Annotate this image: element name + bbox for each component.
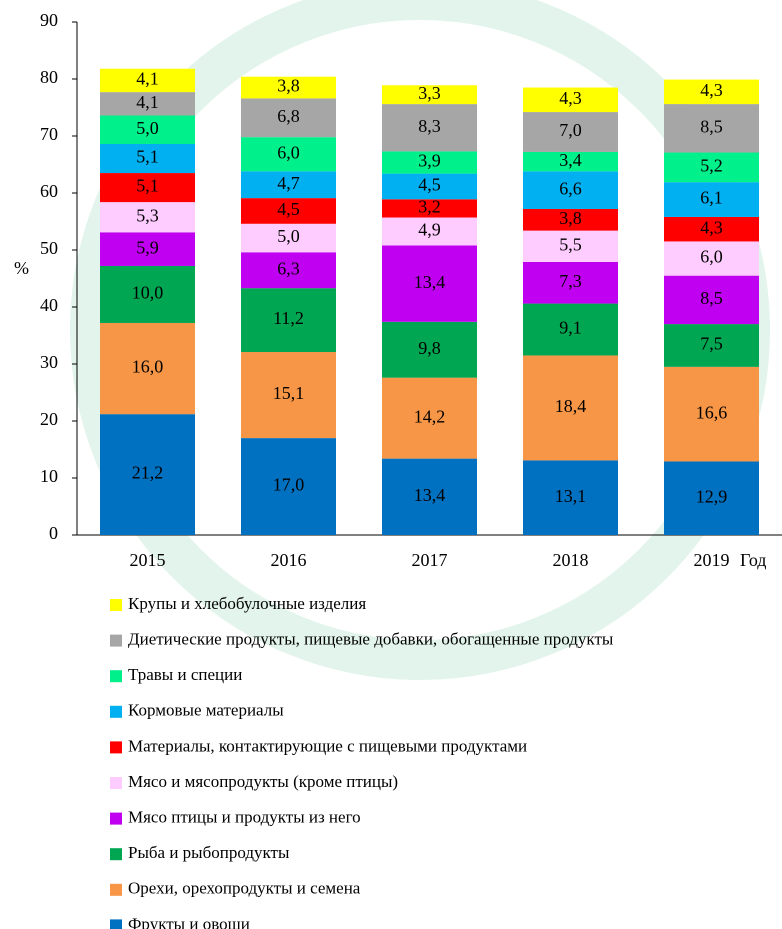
value-label: 5,0 xyxy=(277,226,300,246)
value-label: 13,1 xyxy=(555,486,587,506)
value-label: 5,9 xyxy=(136,237,159,257)
x-tick-label: 2018 xyxy=(553,550,589,570)
value-label: 3,8 xyxy=(559,208,582,228)
x-tick-label: 2015 xyxy=(130,550,166,570)
value-label: 4,3 xyxy=(700,217,723,237)
legend-swatch xyxy=(110,777,122,789)
legend-label: Мясо и мясопродукты (кроме птицы) xyxy=(128,772,398,791)
legend-swatch xyxy=(110,884,122,896)
value-label: 8,3 xyxy=(418,116,441,136)
legend-label: Крупы и хлебобулочные изделия xyxy=(128,594,366,613)
value-label: 8,5 xyxy=(700,288,723,308)
value-label: 7,3 xyxy=(559,271,582,291)
legend-label: Орехи, орехопродукты и семена xyxy=(128,879,361,898)
legend-label: Мясо птицы и продукты из него xyxy=(128,808,361,827)
value-label: 6,3 xyxy=(277,258,300,278)
value-label: 5,5 xyxy=(559,234,582,254)
value-label: 9,1 xyxy=(559,318,582,338)
legend-label: Кормовые материалы xyxy=(128,701,284,720)
value-label: 7,5 xyxy=(700,334,723,354)
value-label: 13,4 xyxy=(414,272,446,292)
value-label: 3,3 xyxy=(418,83,441,103)
value-label: 16,6 xyxy=(696,402,728,422)
value-label: 15,1 xyxy=(273,383,305,403)
y-tick-label: 90 xyxy=(40,10,58,30)
value-label: 8,5 xyxy=(700,116,723,136)
legend-swatch xyxy=(110,813,122,825)
value-label: 13,4 xyxy=(414,485,446,505)
y-tick-label: 10 xyxy=(40,466,58,486)
legend-label: Материалы, контактирующие с пищевыми про… xyxy=(128,736,527,755)
value-label: 9,8 xyxy=(418,338,441,358)
value-label: 3,2 xyxy=(418,197,441,217)
chart: % Год 0 10 20 30 40 50 60 70 80 90 2015 21,2 16,0 10,… xyxy=(0,0,782,929)
value-label: 5,3 xyxy=(136,205,159,225)
x-tick-label: 2017 xyxy=(412,550,448,570)
legend-swatch xyxy=(110,670,122,682)
value-label: 16,0 xyxy=(132,357,164,377)
value-label: 6,1 xyxy=(700,188,723,208)
value-label: 4,3 xyxy=(559,88,582,108)
y-tick-label: 40 xyxy=(40,295,58,315)
y-axis-label: % xyxy=(14,258,29,278)
legend-label: Диетические продукты, пищевые добавки, о… xyxy=(128,630,614,649)
value-label: 4,9 xyxy=(418,220,441,240)
value-label: 21,2 xyxy=(132,463,164,483)
legend-label: Травы и специи xyxy=(128,665,242,684)
y-tick-label: 80 xyxy=(40,67,58,87)
value-label: 4,1 xyxy=(136,92,159,112)
value-label: 11,2 xyxy=(273,308,304,328)
value-label: 5,1 xyxy=(136,176,159,196)
value-label: 18,4 xyxy=(555,396,587,416)
legend-swatch xyxy=(110,599,122,611)
value-label: 12,9 xyxy=(696,486,728,506)
value-label: 4,1 xyxy=(136,69,159,89)
value-label: 17,0 xyxy=(273,475,305,495)
value-label: 3,4 xyxy=(559,150,582,170)
legend-swatch xyxy=(110,919,122,929)
y-tick-label: 0 xyxy=(49,523,58,543)
value-label: 6,0 xyxy=(277,142,300,162)
value-label: 5,0 xyxy=(136,118,159,138)
value-label: 5,1 xyxy=(136,147,159,167)
legend-swatch xyxy=(110,635,122,647)
y-tick-label: 30 xyxy=(40,352,58,372)
y-tick-label: 50 xyxy=(40,238,58,258)
value-label: 6,8 xyxy=(277,106,300,126)
value-label: 3,9 xyxy=(418,151,441,171)
x-tick-label: 2016 xyxy=(271,550,307,570)
value-label: 10,0 xyxy=(132,283,164,303)
legend-swatch xyxy=(110,848,122,860)
legend-swatch xyxy=(110,741,122,753)
value-label: 14,2 xyxy=(414,406,446,426)
value-label: 6,6 xyxy=(559,178,582,198)
x-tick-label: 2019 xyxy=(694,550,730,570)
value-label: 4,3 xyxy=(700,80,723,100)
value-label: 7,0 xyxy=(559,120,582,140)
value-label: 4,5 xyxy=(418,175,441,195)
y-tick-label: 60 xyxy=(40,181,58,201)
y-tick-label: 20 xyxy=(40,409,58,429)
legend-swatch xyxy=(110,706,122,718)
legend-label: Фрукты и овощи xyxy=(128,914,250,929)
value-label: 5,2 xyxy=(700,155,723,175)
legend-label: Рыба и рыбопродукты xyxy=(128,843,290,862)
value-label: 3,8 xyxy=(277,76,300,96)
y-tick-label: 70 xyxy=(40,124,58,144)
x-axis-label: Год xyxy=(740,550,766,570)
value-label: 4,7 xyxy=(277,173,300,193)
value-label: 4,5 xyxy=(277,199,300,219)
value-label: 6,0 xyxy=(700,247,723,267)
